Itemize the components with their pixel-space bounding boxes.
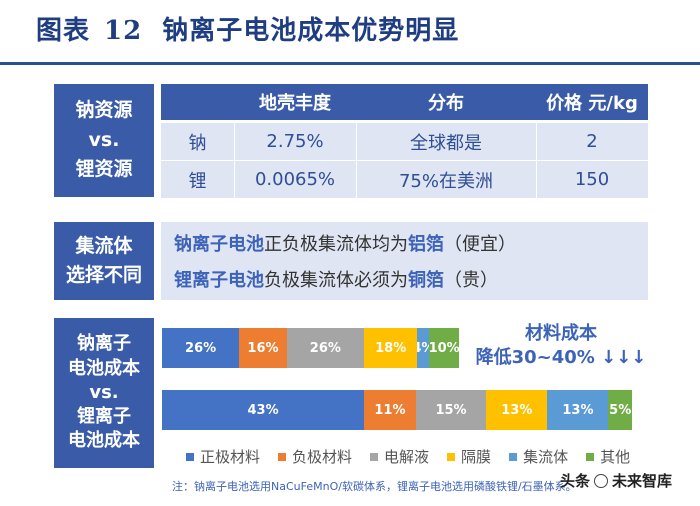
cost-label-line: 电池成本	[68, 357, 140, 379]
footnote: 注：钠离子电池选用NaCuFeMnO/软碳体系，锂离子电池选用磷酸铁锂/石墨体系…	[172, 480, 577, 493]
page-title: 图表 12 钠离子电池成本优势明显	[36, 10, 459, 47]
bar-segment: 16%	[239, 328, 287, 368]
title-divider	[0, 62, 700, 65]
column-header-price: 价格 元/kg	[536, 84, 648, 120]
column-divider	[234, 123, 235, 198]
bar-segment: 13%	[486, 390, 548, 430]
cost-label-line: vs.	[89, 381, 119, 403]
legend-label: 正极材料	[200, 448, 261, 466]
bar-segment: 15%	[415, 390, 487, 430]
cell-distribution: 全球都是	[410, 132, 482, 154]
watermark-left: 头条	[560, 472, 591, 490]
legend-item: 正极材料	[186, 446, 260, 467]
cell-abundance: 2.75%	[266, 131, 324, 152]
bar-segment: 26%	[162, 328, 240, 368]
figure-prefix: 图表	[36, 16, 91, 46]
resources-label-line: 锂资源	[75, 158, 133, 181]
table-corner	[161, 84, 234, 120]
legend-swatch	[509, 452, 518, 461]
bar-segment: 13%	[547, 390, 609, 430]
legend-swatch	[586, 452, 595, 461]
cell-abundance: 0.0065%	[254, 169, 336, 190]
watermark: 头条 未来智库	[560, 470, 672, 491]
cost-label-line: 钠离子	[77, 333, 131, 355]
collector-subject: 锂离子电池	[174, 270, 264, 291]
cost-label: 钠离子 电池成本 vs. 锂离子 电池成本	[54, 318, 154, 468]
resources-label-line: vs.	[88, 128, 120, 151]
legend-label: 负极材料	[292, 448, 353, 466]
legend-label: 隔膜	[461, 448, 492, 466]
cost-label-line: 电池成本	[68, 430, 140, 452]
cost-callout: 材料成本 降低30~40% ↓↓↓	[466, 322, 656, 371]
collector-mid: 正负极集流体均为	[264, 234, 408, 255]
bar-segment: 11%	[364, 390, 416, 430]
callout-line: 材料成本	[525, 323, 597, 344]
resources-label-line: 钠资源	[75, 99, 133, 122]
cell-distribution: 75%在美洲	[398, 170, 493, 192]
watermark-right: 未来智库	[612, 472, 673, 490]
column-divider	[356, 123, 357, 198]
row-element-sodium: 钠	[188, 132, 207, 154]
bar-segment: 26%	[286, 328, 364, 368]
column-header-abundance: 地壳丰度	[234, 84, 356, 120]
bar-segment: 5%	[608, 390, 632, 430]
legend-label: 其他	[600, 448, 631, 466]
legend-swatch	[447, 452, 456, 461]
figure-title: 钠离子电池成本优势明显	[162, 16, 460, 46]
legend-item: 负极材料	[278, 446, 352, 467]
chart-legend: 正极材料 负极材料 电解液 隔膜 集流体 其他	[186, 446, 648, 467]
collector-label-line: 选择不同	[65, 264, 142, 286]
collector-tail: （便宜）	[444, 234, 516, 255]
legend-swatch	[370, 452, 379, 461]
legend-item: 电解液	[370, 446, 429, 467]
column-divider	[536, 123, 537, 198]
bar-segment: 4%	[417, 328, 430, 368]
collector-label: 集流体 选择不同	[54, 222, 154, 300]
legend-item: 隔膜	[447, 446, 491, 467]
legend-item: 集流体	[509, 446, 568, 467]
lithium-cost-bar: 43% 11% 15% 13% 13% 5%	[162, 390, 632, 430]
legend-label: 电解液	[384, 448, 430, 466]
row-element-lithium: 锂	[188, 170, 207, 192]
collector-subject: 钠离子电池	[174, 234, 264, 255]
collector-mid: 负极集流体必须为	[264, 270, 408, 291]
cell-price: 150	[574, 169, 610, 190]
collector-panel	[161, 222, 648, 300]
bar-segment: 10%	[429, 328, 459, 368]
sodium-cost-bar: 26%16%26%18%4%10%	[162, 328, 459, 368]
legend-swatch	[186, 452, 194, 461]
collector-label-line: 集流体	[75, 234, 133, 257]
legend-item: 其他	[586, 446, 630, 467]
collector-line-lithium: 锂离子电池负极集流体必须为铜箔（贵）	[174, 266, 498, 292]
legend-swatch	[278, 452, 287, 461]
callout-line: 降低30~40% ↓↓↓	[475, 347, 647, 369]
collector-material: 铝箔	[408, 234, 444, 255]
figure-number: 12	[104, 16, 143, 46]
collector-line-sodium: 钠离子电池正负极集流体均为铝箔（便宜）	[174, 230, 516, 256]
cost-label-line: 锂离子	[77, 406, 131, 428]
table-row	[161, 123, 648, 160]
watermark-icon	[594, 473, 609, 488]
legend-label: 集流体	[523, 448, 569, 466]
bar-segment: 18%	[363, 328, 418, 368]
collector-material: 铜箔	[408, 270, 444, 291]
column-header-distribution: 分布	[356, 84, 536, 120]
cell-price: 2	[586, 131, 598, 152]
row-divider	[161, 160, 648, 161]
bar-segment: 43%	[162, 390, 365, 430]
collector-tail: （贵）	[444, 270, 498, 291]
resources-label: 钠资源 vs. 锂资源	[54, 84, 154, 197]
table-row	[161, 161, 648, 198]
